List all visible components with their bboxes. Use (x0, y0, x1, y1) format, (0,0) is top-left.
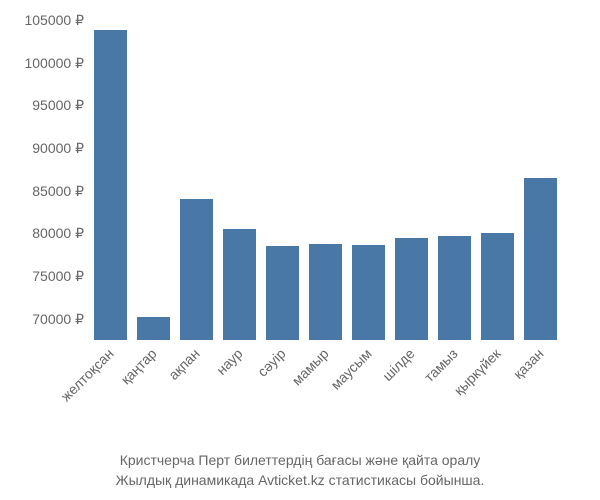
bar (524, 178, 557, 340)
x-tick-label: тамыз (379, 346, 460, 427)
x-tick-label: қыркүйек (422, 346, 503, 427)
bar (309, 244, 342, 340)
y-tick-label: 90000 ₽ (32, 141, 84, 155)
bar (223, 229, 256, 340)
plot-area (90, 20, 570, 340)
y-tick-label: 95000 ₽ (32, 98, 84, 112)
x-tick-label: желтоқсан (35, 346, 116, 427)
bar (137, 317, 170, 340)
y-tick-label: 85000 ₽ (32, 184, 84, 198)
y-axis-ticks: 70000 ₽ 75000 ₽ 80000 ₽ 85000 ₽ 90000 ₽ 95000… (0, 20, 90, 340)
y-tick-label: 75000 ₽ (32, 269, 84, 283)
y-tick-label: 70000 ₽ (32, 312, 84, 326)
x-tick-label: қаңтар (78, 346, 159, 427)
price-bar-chart: 70000 ₽ 75000 ₽ 80000 ₽ 85000 ₽ 90000 ₽ 95000… (0, 0, 600, 500)
x-tick-label: сәуір (207, 346, 288, 427)
chart-caption: Кристчерча Перт билеттердің бағасы және … (0, 450, 600, 490)
y-tick-label: 100000 ₽ (24, 56, 84, 70)
x-tick-label: маусым (293, 346, 374, 427)
x-tick-label: шілде (336, 346, 417, 427)
x-tick-label: ақпан (121, 346, 202, 427)
bar (266, 246, 299, 340)
bars-container (90, 20, 570, 340)
y-tick-label: 80000 ₽ (32, 226, 84, 240)
x-tick-label: наур (164, 346, 245, 427)
caption-line-2: Жылдық динамикада Avticket.kz статистика… (0, 470, 600, 490)
x-tick-label: қазан (465, 346, 546, 427)
bar (438, 236, 471, 340)
caption-line-1: Кристчерча Перт билеттердің бағасы және … (0, 450, 600, 470)
y-tick-label: 105000 ₽ (24, 13, 84, 27)
bar (94, 30, 127, 340)
x-axis-labels: желтоқсанқаңтарақпаннаурсәуірмамырмаусым… (90, 344, 570, 444)
bar (352, 245, 385, 340)
bar (395, 238, 428, 340)
bar (481, 233, 514, 340)
x-tick-label: мамыр (250, 346, 331, 427)
bar (180, 199, 213, 340)
